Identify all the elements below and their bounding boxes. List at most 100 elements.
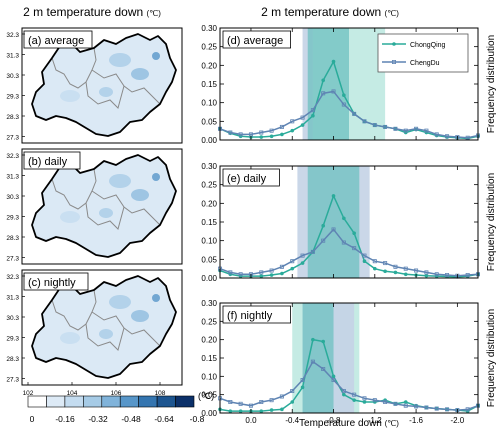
data-point bbox=[465, 407, 470, 412]
data-point bbox=[310, 249, 315, 254]
frequency-panel: 0.00 0.05 0.10 0.15 0.20 0.25 0.30 (d) average F… bbox=[201, 24, 497, 145]
colorbar-label: -0.8 bbox=[190, 414, 205, 424]
data-point bbox=[403, 272, 408, 277]
data-point bbox=[393, 401, 398, 406]
data-point bbox=[290, 259, 295, 264]
panel-label-box bbox=[222, 168, 280, 187]
data-point bbox=[290, 388, 295, 393]
temperature-patch bbox=[99, 87, 113, 97]
x-tick-label: -0.8 bbox=[327, 416, 341, 425]
data-point bbox=[403, 128, 408, 133]
data-point bbox=[300, 377, 305, 382]
y-tick-label: 0.05 bbox=[201, 255, 217, 264]
data-point bbox=[414, 268, 419, 273]
x-axis-label: Temperature down (℃) bbox=[299, 418, 399, 428]
colorbar-unit: (℃) bbox=[198, 391, 214, 401]
highlight-bands bbox=[292, 303, 360, 413]
map-panel-b: (b) daily bbox=[21, 148, 183, 265]
map-panel-a: (a) average bbox=[21, 27, 183, 144]
y-tick-label: 0.20 bbox=[201, 336, 217, 345]
lat-tick-label: 31.3 bbox=[6, 174, 19, 181]
lon-tick-label: 106 bbox=[111, 390, 122, 397]
colorbar-swatch bbox=[46, 395, 66, 408]
x-tick-label: -1.2 bbox=[368, 416, 382, 425]
panel-label-box: (c) nightly bbox=[23, 272, 89, 291]
data-point bbox=[238, 132, 243, 137]
city-boundary bbox=[91, 69, 161, 105]
data-point bbox=[238, 409, 243, 413]
colorbar-label: 0 bbox=[30, 414, 35, 424]
data-point bbox=[424, 273, 429, 278]
data-point bbox=[259, 130, 264, 135]
panel-label: (d) average bbox=[227, 35, 283, 47]
colorbar-swatch bbox=[27, 395, 47, 408]
y-tick-label: 0.30 bbox=[201, 299, 217, 308]
lat-tick-label: 30.3 bbox=[6, 194, 19, 201]
data-point bbox=[352, 231, 356, 235]
lon-tick-label: 102 bbox=[23, 390, 34, 397]
y-tick-label: 0.00 bbox=[201, 136, 217, 145]
data-point bbox=[228, 130, 233, 135]
lat-tick-label: 28.3 bbox=[6, 356, 19, 363]
data-point bbox=[465, 135, 470, 140]
lon-tick-label: 104 bbox=[67, 390, 78, 397]
data-point bbox=[279, 394, 284, 399]
temperature-patch bbox=[152, 173, 160, 181]
y-tick-label: 0.15 bbox=[201, 354, 217, 363]
data-point bbox=[424, 128, 429, 133]
data-point bbox=[248, 403, 253, 408]
data-point bbox=[290, 266, 295, 271]
y-axis-label: Frequency distribution bbox=[486, 35, 497, 133]
colorbar-label: -0.64 bbox=[154, 414, 174, 424]
y-axis-label: Frequency distribution bbox=[486, 309, 497, 407]
highlight-bands bbox=[297, 166, 370, 278]
lat-tick-label: 30.3 bbox=[6, 73, 19, 80]
data-point bbox=[269, 398, 274, 403]
frequency-panel: 0.00 0.05 0.10 0.15 0.20 0.25 0.30 (e) daily Fre… bbox=[201, 162, 497, 283]
data-point bbox=[414, 404, 419, 409]
temperature-patch bbox=[99, 208, 113, 218]
data-point bbox=[383, 261, 388, 266]
data-point bbox=[383, 269, 387, 274]
data-point bbox=[259, 274, 264, 278]
temperature-patch bbox=[131, 68, 149, 80]
x-tick-label: -0.4 bbox=[285, 416, 299, 425]
data-point bbox=[300, 385, 305, 390]
data-point bbox=[403, 400, 408, 404]
data-point bbox=[465, 273, 470, 278]
temperature-patch bbox=[152, 294, 160, 302]
region-fill bbox=[32, 276, 176, 378]
data-point bbox=[393, 270, 398, 275]
data-point bbox=[341, 388, 346, 393]
lat-tick-label: 27.3 bbox=[6, 135, 19, 142]
temperature-patch bbox=[109, 53, 131, 67]
colorbar-swatch bbox=[83, 395, 103, 408]
data-point bbox=[290, 128, 295, 133]
data-point bbox=[321, 91, 326, 96]
data-point bbox=[445, 134, 450, 139]
legend-marker bbox=[392, 42, 396, 46]
y-tick-label: 0.30 bbox=[201, 24, 217, 33]
data-point bbox=[445, 273, 450, 278]
lat-tick-label: 29.3 bbox=[6, 336, 19, 343]
region-fill bbox=[32, 34, 176, 136]
lat-tick-label: 32.3 bbox=[6, 274, 19, 281]
data-point bbox=[280, 132, 284, 137]
colorbar-label: -0.48 bbox=[121, 414, 141, 424]
data-point bbox=[403, 403, 408, 408]
panel-label: (b) daily bbox=[28, 156, 68, 168]
panel-label-box bbox=[222, 305, 291, 324]
data-point bbox=[290, 119, 295, 124]
lat-tick-label: 30.3 bbox=[6, 315, 19, 322]
data-point bbox=[414, 126, 419, 131]
data-point bbox=[321, 223, 326, 228]
data-point bbox=[362, 259, 367, 264]
map-region bbox=[31, 33, 177, 137]
panel-label: (c) nightly bbox=[28, 277, 76, 289]
lat-tick-label: 28.3 bbox=[6, 235, 19, 242]
city-boundary bbox=[91, 190, 161, 226]
colorbar-swatch bbox=[64, 395, 84, 408]
region-boundary bbox=[31, 154, 177, 258]
frequency-panel: 0.00 0.05 0.10 0.15 0.20 0.25 0.30 0.0 -0.4 -0.8 -… bbox=[201, 299, 497, 428]
